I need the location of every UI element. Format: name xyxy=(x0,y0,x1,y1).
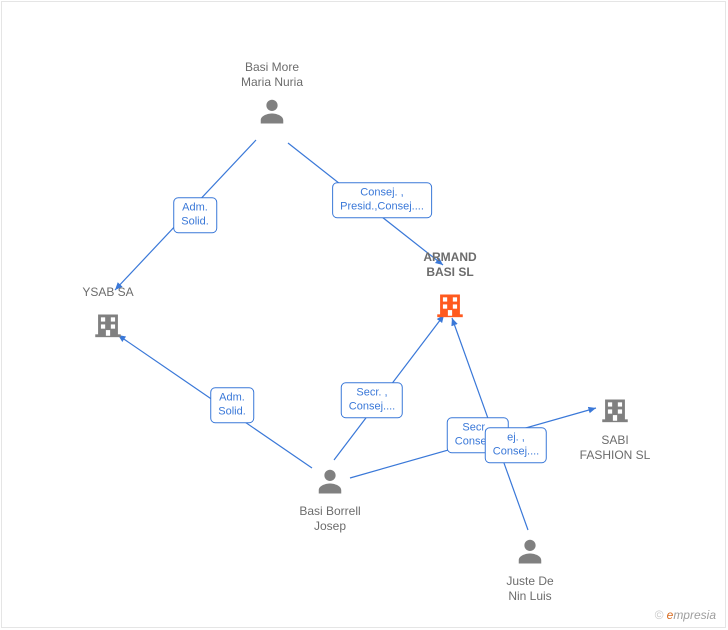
node-ysab[interactable]: YSAB SA xyxy=(38,285,178,344)
node-label: SABIFASHION SL xyxy=(545,433,685,463)
node-sabi[interactable]: SABIFASHION SL xyxy=(545,385,685,463)
edge-label: ej. , Consej.... xyxy=(485,427,547,463)
node-basi_borrell[interactable]: Basi BorrellJosep xyxy=(260,460,400,534)
person-icon xyxy=(460,536,600,570)
building-icon xyxy=(545,391,685,429)
building-icon xyxy=(380,286,520,324)
node-label: Basi BorrellJosep xyxy=(260,504,400,534)
credit: © empresia xyxy=(654,608,716,622)
copyright-symbol: © xyxy=(654,608,663,622)
edge-label: Consej. , Presid.,Consej.... xyxy=(332,182,432,218)
node-label: ARMANDBASI SL xyxy=(380,250,520,280)
node-basi_more[interactable]: Basi MoreMaria Nuria xyxy=(202,60,342,130)
person-icon xyxy=(260,466,400,500)
person-icon xyxy=(202,96,342,130)
edge-label: Adm. Solid. xyxy=(173,197,217,233)
building-icon xyxy=(38,306,178,344)
node-label: Basi MoreMaria Nuria xyxy=(202,60,342,90)
node-label: Juste DeNin Luis xyxy=(460,574,600,604)
brand-rest: mpresia xyxy=(673,608,716,622)
node-armand[interactable]: ARMANDBASI SL xyxy=(380,250,520,324)
node-juste[interactable]: Juste DeNin Luis xyxy=(460,530,600,604)
edge-label: Adm. Solid. xyxy=(210,387,254,423)
edge-label: Secr. , Consej.... xyxy=(341,382,403,418)
node-label: YSAB SA xyxy=(38,285,178,300)
